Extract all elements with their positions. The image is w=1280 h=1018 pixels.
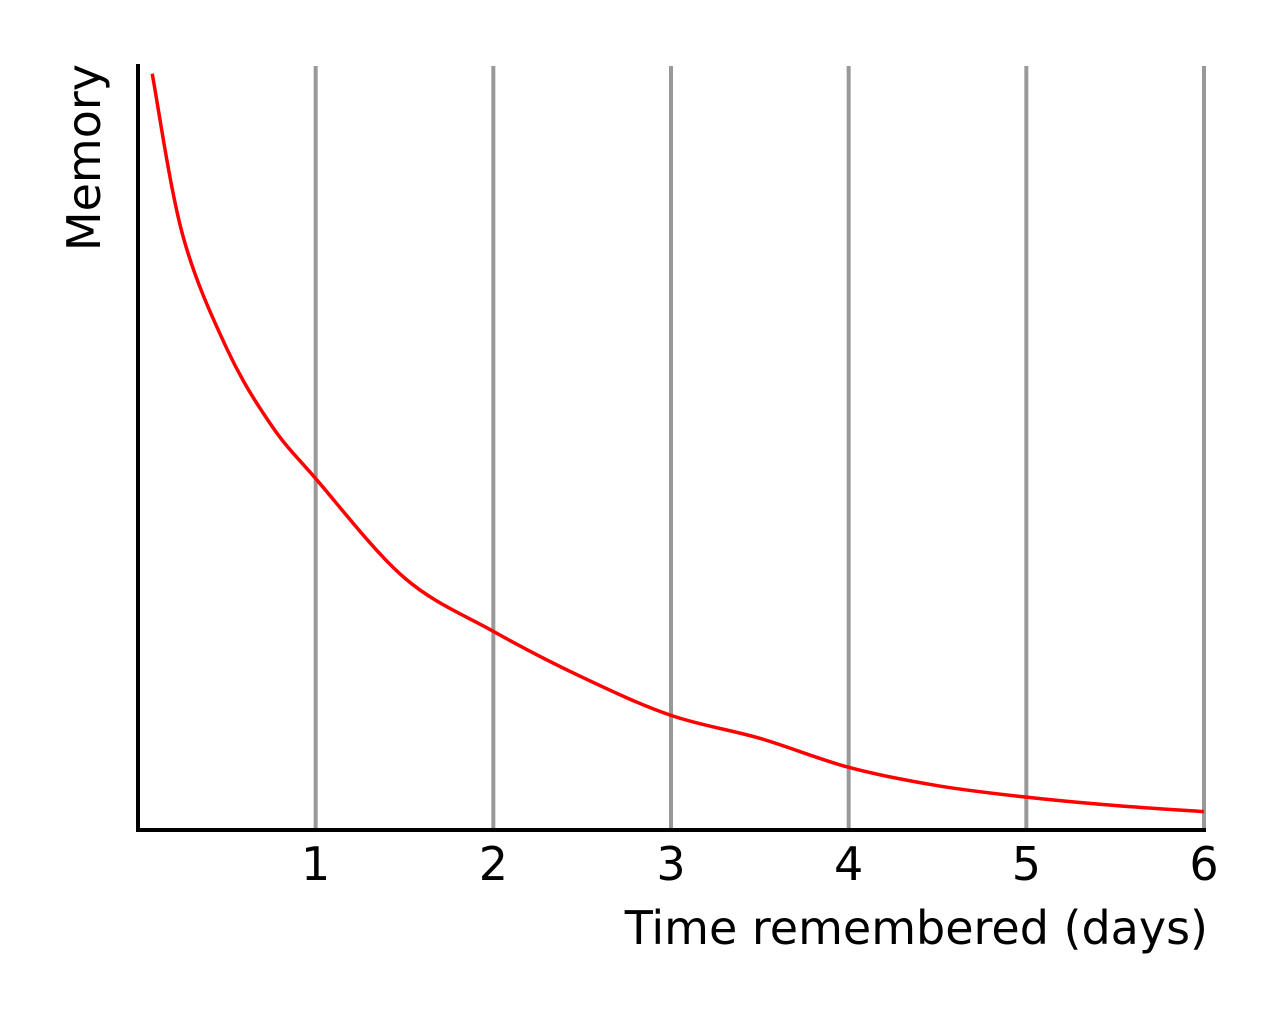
x-tick-label-6: 6: [1189, 837, 1218, 891]
grid-lines: [313, 66, 1206, 830]
x-tick-label-4: 4: [834, 837, 863, 891]
x-tick-label-5: 5: [1012, 837, 1041, 891]
forgetting-curve-line: [150, 73, 1205, 814]
y-axis-label: Memory: [57, 64, 111, 251]
x-tick-label-3: 3: [656, 837, 685, 891]
x-tick-labels: 1 2 3 4 5 6: [301, 837, 1219, 891]
series-group: [150, 73, 1205, 814]
x-tick-label-1: 1: [301, 837, 330, 891]
x-tick-label-2: 2: [479, 837, 508, 891]
x-axis-label: Time remembered (days): [624, 901, 1208, 955]
